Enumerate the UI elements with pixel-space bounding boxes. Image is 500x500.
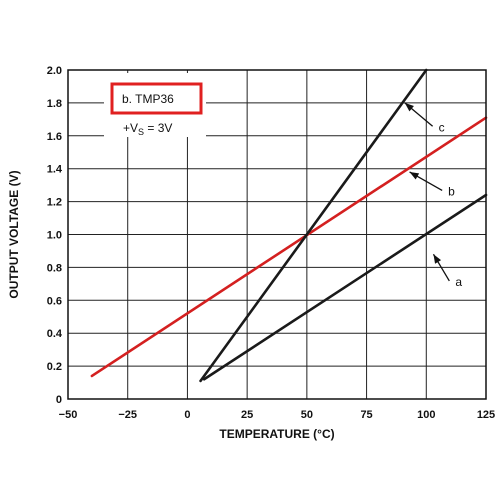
x-tick-label: 100 bbox=[417, 409, 435, 421]
x-tick-label: 75 bbox=[360, 409, 372, 421]
series-label-b: b bbox=[448, 184, 455, 198]
annotation-arrowhead-a bbox=[433, 254, 442, 264]
legend-highlight-box bbox=[110, 82, 203, 115]
x-axis-title: TEMPERATURE (°C) bbox=[219, 427, 334, 441]
series-lines bbox=[90, 68, 488, 383]
y-tick-label: 2.0 bbox=[47, 65, 62, 77]
y-tick-labels: 0 0.2 0.4 0.6 0.8 1.0 1.2 1.4 1.6 1.8 2.0 bbox=[47, 65, 63, 406]
legend-supply-label: +VS = 3V bbox=[123, 121, 172, 137]
x-tick-label: 25 bbox=[241, 409, 253, 421]
x-tick-label: −50 bbox=[59, 409, 78, 421]
x-tick-label: −25 bbox=[118, 409, 137, 421]
series-line-a bbox=[202, 193, 488, 381]
annotation-arrowhead-b bbox=[409, 171, 420, 180]
y-tick-label: 1.0 bbox=[47, 230, 62, 242]
y-tick-label: 1.2 bbox=[47, 197, 62, 209]
series-line-b bbox=[90, 116, 488, 378]
legend: b. TMP36 +VS = 3V bbox=[104, 73, 206, 137]
x-tick-labels: −50 −25 0 25 50 75 100 125 bbox=[59, 409, 496, 421]
y-tick-label: 0 bbox=[56, 394, 62, 406]
supply-subscript: S bbox=[138, 127, 144, 137]
y-tick-label: 1.6 bbox=[47, 131, 62, 143]
annotation-arrowhead-c bbox=[404, 102, 414, 112]
y-tick-label: 0.8 bbox=[47, 262, 62, 274]
y-tick-label: 0.4 bbox=[47, 328, 63, 340]
series-annotations: a b c bbox=[404, 102, 462, 289]
plot-frame bbox=[67, 69, 487, 400]
x-tick-label: 125 bbox=[477, 409, 495, 421]
x-tick-label: 50 bbox=[301, 409, 313, 421]
y-tick-label: 0.6 bbox=[47, 295, 62, 307]
supply-value: = 3V bbox=[144, 121, 172, 135]
series-line-c bbox=[199, 68, 428, 383]
y-axis-title: OUTPUT VOLTAGE (V) bbox=[7, 170, 21, 298]
legend-tmp36-label: b. TMP36 bbox=[122, 92, 174, 106]
y-tick-label: 1.8 bbox=[47, 98, 62, 110]
grid-lines bbox=[67, 69, 487, 400]
supply-v: +V bbox=[123, 121, 138, 135]
series-label-c: c bbox=[439, 120, 445, 134]
y-tick-label: 1.4 bbox=[47, 164, 63, 176]
y-tick-label: 0.2 bbox=[47, 361, 62, 373]
series-label-a: a bbox=[455, 275, 462, 289]
x-tick-label: 0 bbox=[184, 409, 190, 421]
